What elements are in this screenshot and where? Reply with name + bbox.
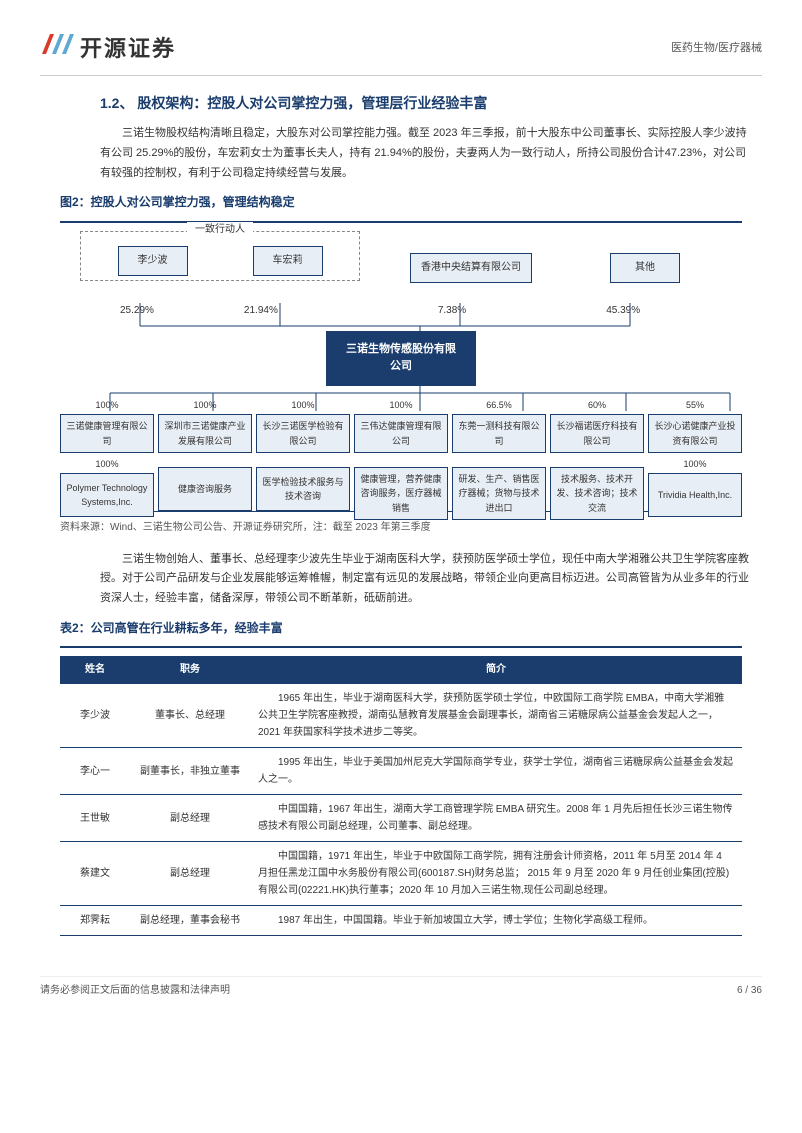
figure2-rule [60,221,742,223]
sub-pct: 60% [588,398,606,412]
cell-name: 李少波 [60,684,130,748]
table-row: 蔡建文副总经理中国国籍，1971 年出生，毕业于中欧国际工商学院，拥有注册会计师… [60,842,742,906]
header-category: 医药生物/医疗器械 [671,40,762,58]
table2-rule [60,646,742,648]
sub-pct: 55% [686,398,704,412]
cell-bio: 1987 年出生，中国国籍。毕业于新加坡国立大学，博士学位；生物化学高级工程师。 [250,906,742,936]
cell-name: 王世敏 [60,795,130,842]
figure2-source: 资料来源：Wind、三诺生物公司公告、开源证券研究所，注：截至 2023 年第三… [60,520,762,536]
shareholder-box: 其他 [610,253,680,283]
table-row: 李少波董事长、总经理1965 年出生，毕业于湖南医科大学，获预防医学硕士学位，中… [60,684,742,748]
sub-desc: 研发、生产、销售医疗器械；货物与技术进出口 [452,467,546,520]
logo-icon [40,30,74,67]
sub-desc: 健康管理，营养健康咨询服务，医疗器械销售 [354,467,448,520]
shareholder-box: 车宏莉 [253,246,323,276]
concert-label: 一致行动人 [187,222,253,238]
cell-role: 副总经理，董事会秘书 [130,906,250,936]
pct-label: 45.39% [606,303,640,319]
sub-pct: 100% [389,398,412,412]
cell-role: 副董事长，非独立董事 [130,748,250,795]
page-header: 开源证券 医药生物/医疗器械 [40,30,762,76]
sub-box: 三诺健康管理有限公司 [60,414,154,453]
section-number: 1.2、 [100,95,133,111]
sub-box: 三伟达健康管理有限公司 [354,414,448,453]
cell-name: 蔡建文 [60,842,130,906]
sub-pct: 100% [291,398,314,412]
paragraph-2: 三诺生物创始人、董事长、总经理李少波先生毕业于湖南医科大学，获预防医学硕士学位，… [100,550,762,609]
shareholder-box: 李少波 [118,246,188,276]
table-row: 王世敏副总经理中国国籍，1967 年出生，湖南大学工商管理学院 EMBA 研究生… [60,795,742,842]
sub-pct: 66.5% [486,398,512,412]
col-bio: 简介 [250,656,742,684]
section-heading: 股权架构：控股人对公司掌控力强，管理层行业经验丰富 [137,95,487,111]
sub-pct: 100% [683,457,706,471]
pct-label: 25.29% [120,303,154,319]
sub-box: 长沙福诺医疗科技有限公司 [550,414,644,453]
cell-role: 副总经理 [130,795,250,842]
org-chart: 一致行动人 李少波 车宏莉 香港中央结算有限公司 其他 25.29% 21.94… [60,231,742,511]
pct-label: 7.38% [438,303,466,319]
sub-desc: 技术服务、技术开发、技术咨询；技术交流 [550,467,644,520]
col-role: 职务 [130,656,250,684]
logo-text: 开源证券 [80,31,176,66]
table-row: 李心一副董事长，非独立董事1995 年出生，毕业于美国加州尼克大学国际商学专业，… [60,748,742,795]
cell-role: 董事长、总经理 [130,684,250,748]
pct-label: 21.94% [244,303,278,319]
logo: 开源证券 [40,30,176,67]
table-row: 郑霁耘副总经理，董事会秘书1987 年出生，中国国籍。毕业于新加坡国立大学，博士… [60,906,742,936]
sub-box: 深圳市三诺健康产业发展有限公司 [158,414,252,453]
cell-bio: 1995 年出生，毕业于美国加州尼克大学国际商学专业，获学士学位，湖南省三诺糖尿… [250,748,742,795]
sub-pct: 100% [95,398,118,412]
footer-disclaimer: 请务必参阅正文后面的信息披露和法律声明 [40,983,230,999]
sub-box: 长沙三诺医学检验有限公司 [256,414,350,453]
cell-bio: 中国国籍，1971 年出生，毕业于中欧国际工商学院，拥有注册会计师资格，2011… [250,842,742,906]
subsidiary-row: 100% 三诺健康管理有限公司 100% Polymer Technology Sys… [60,398,742,520]
sub-box: 东莞一测科技有限公司 [452,414,546,453]
sub-desc: Trividia Health,Inc. [648,473,742,517]
cell-bio: 中国国籍，1967 年出生，湖南大学工商管理学院 EMBA 研究生。2008 年… [250,795,742,842]
cell-role: 副总经理 [130,842,250,906]
sub-desc: 医学检验技术服务与技术咨询 [256,467,350,511]
page-footer: 请务必参阅正文后面的信息披露和法律声明 6 / 36 [40,976,762,999]
col-name: 姓名 [60,656,130,684]
sub-box: 长沙心诺健康产业投资有限公司 [648,414,742,453]
cell-name: 郑霁耘 [60,906,130,936]
paragraph-1: 三诺生物股权结构清晰且稳定，大股东对公司掌控能力强。截至 2023 年三季报，前… [100,124,762,183]
sub-pct: 100% [95,457,118,471]
sub-desc: Polymer Technology Systems,Inc. [60,473,154,517]
sub-desc: 健康咨询服务 [158,467,252,511]
shareholder-box: 香港中央结算有限公司 [410,253,532,283]
cell-bio: 1965 年出生，毕业于湖南医科大学，获预防医学硕士学位，中欧国际工商学院 EM… [250,684,742,748]
concert-group: 一致行动人 李少波 车宏莉 [80,231,360,281]
figure2-label: 图2：控股人对公司掌控力强，管理结构稳定 [60,193,762,212]
table2-label: 表2：公司高管在行业耕耘多年，经验丰富 [60,619,762,638]
page-number: 6 / 36 [737,983,762,999]
cell-name: 李心一 [60,748,130,795]
section-title: 1.2、 股权架构：控股人对公司掌控力强，管理层行业经验丰富 [100,92,762,114]
table-header-row: 姓名 职务 简介 [60,656,742,684]
executives-table: 姓名 职务 简介 李少波董事长、总经理1965 年出生，毕业于湖南医科大学，获预… [60,656,742,936]
company-center-box: 三诺生物传感股份有限公司 [326,331,476,386]
sub-pct: 100% [193,398,216,412]
